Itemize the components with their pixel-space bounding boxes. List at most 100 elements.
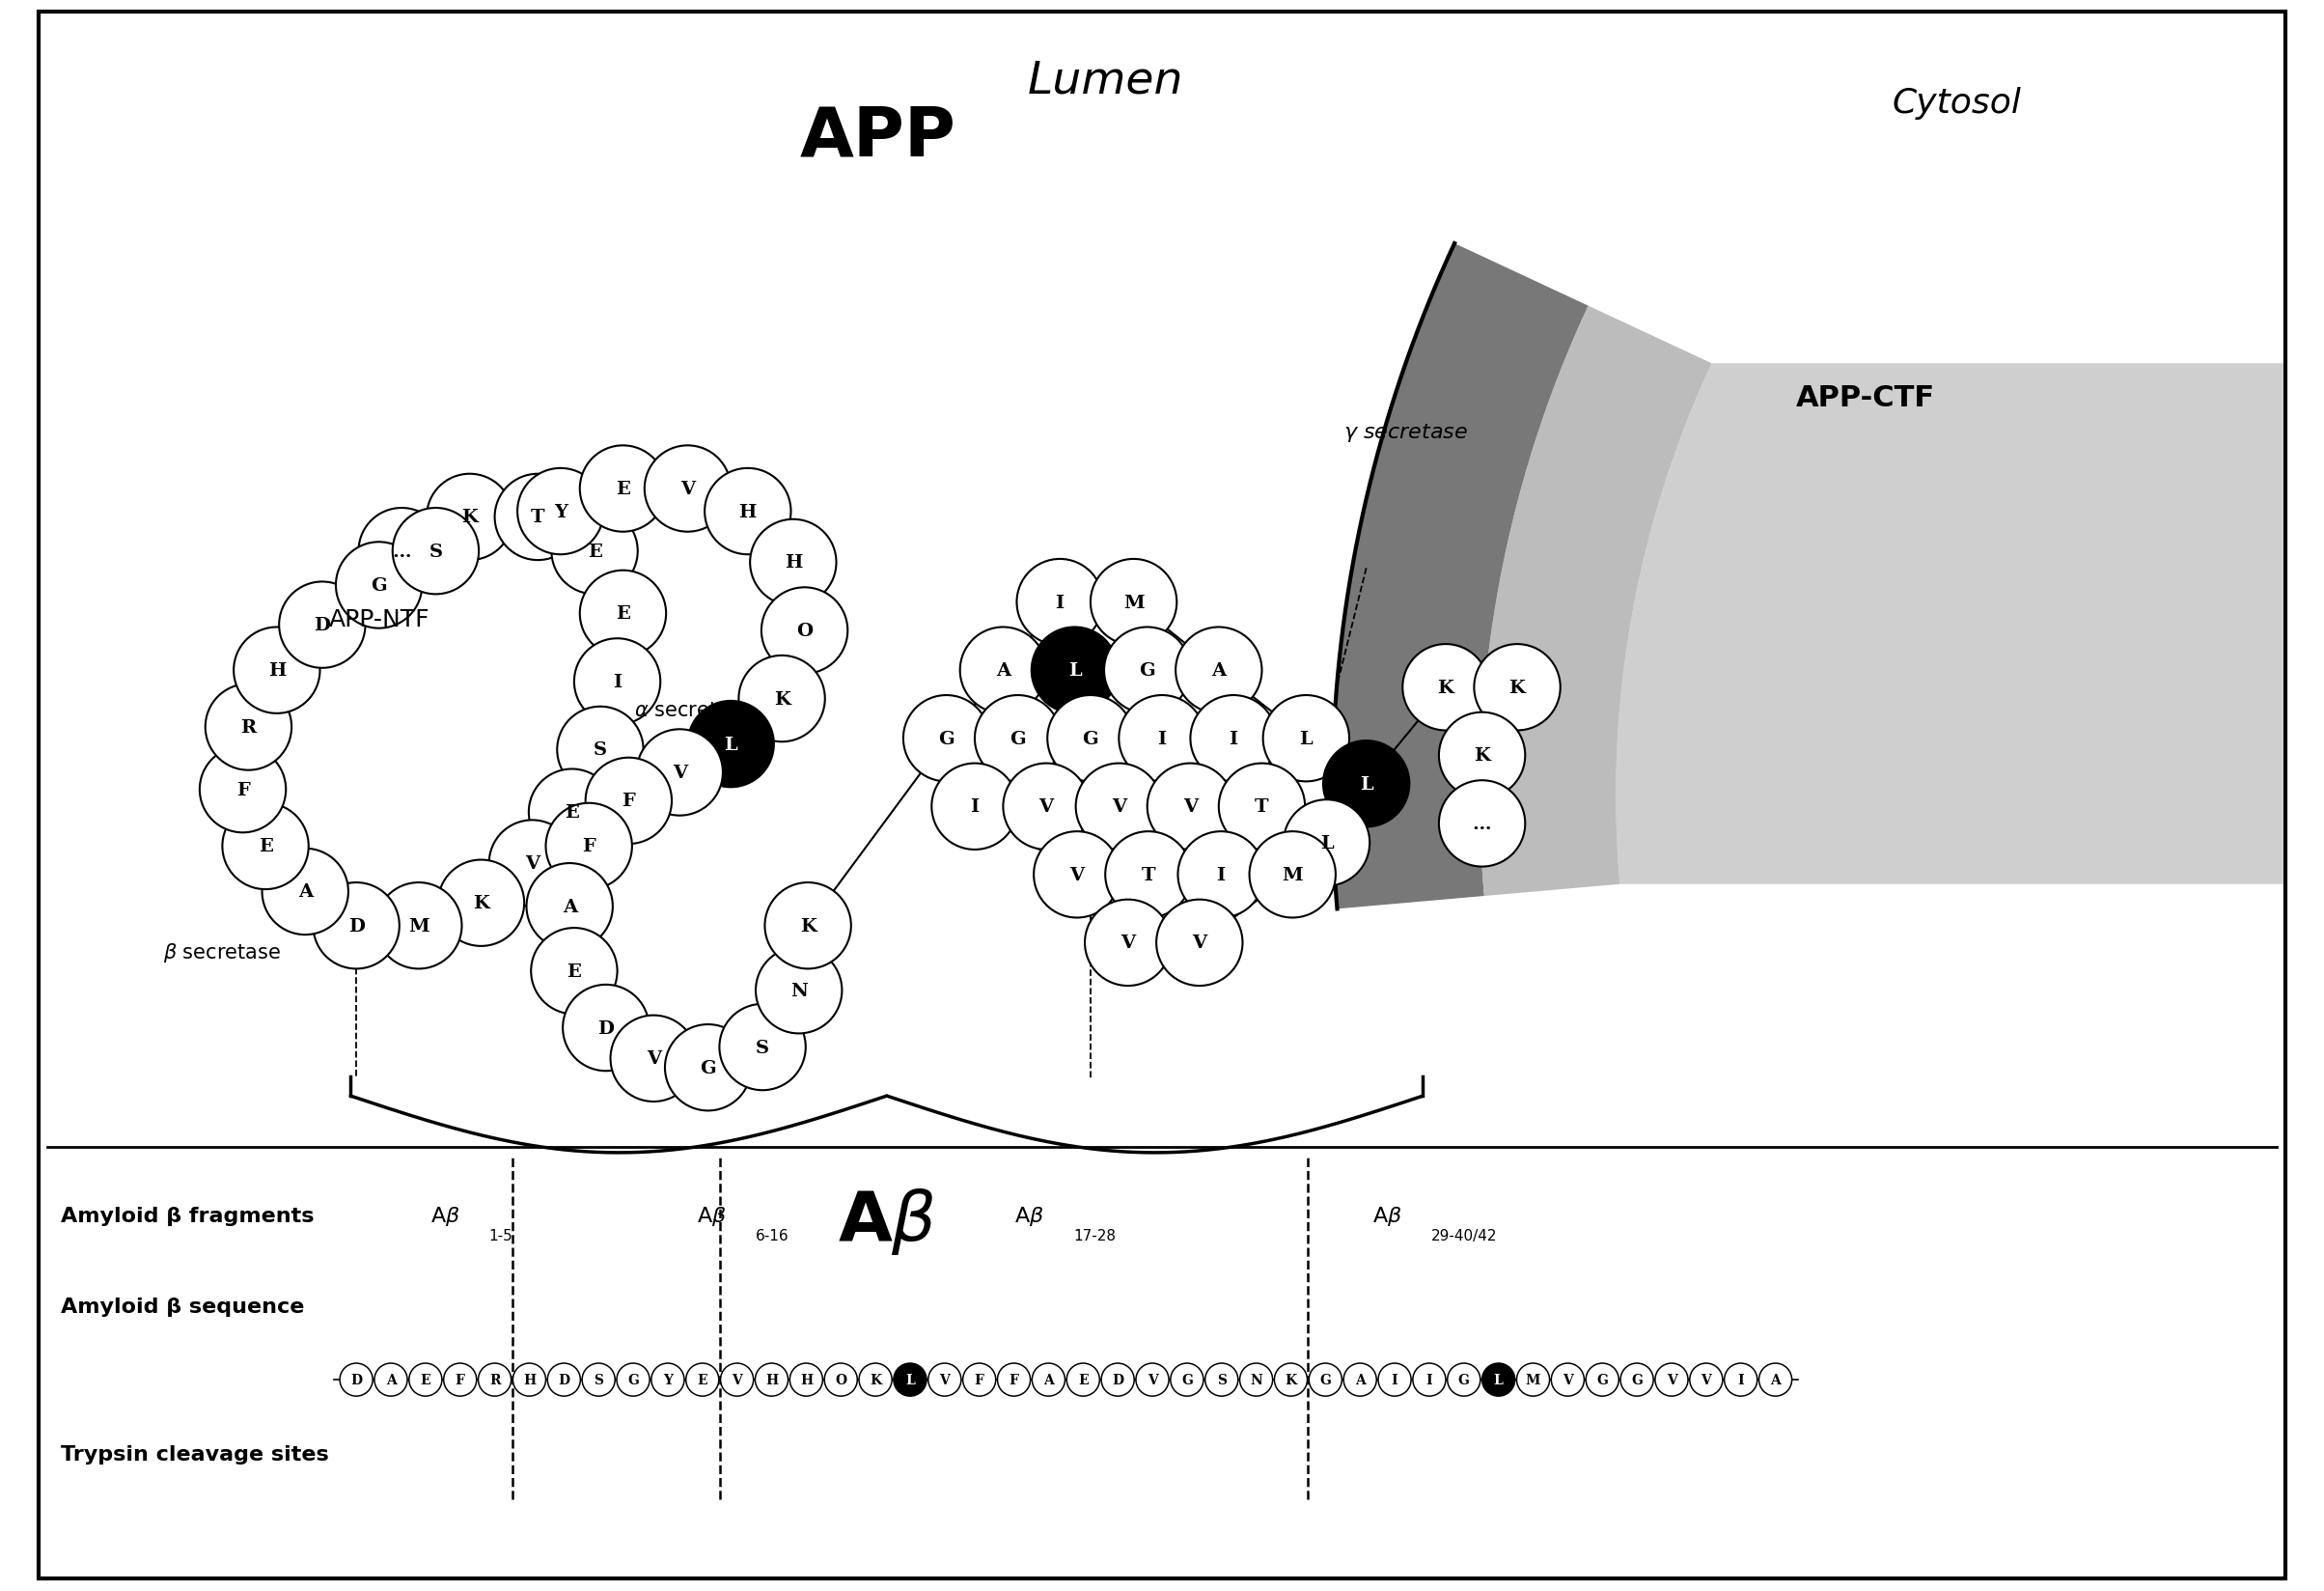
Text: S: S: [755, 1039, 769, 1056]
Circle shape: [960, 627, 1046, 714]
Text: V: V: [1666, 1373, 1676, 1386]
Circle shape: [895, 1363, 927, 1397]
Text: K: K: [462, 509, 479, 527]
Text: A$\beta$: A$\beta$: [697, 1204, 727, 1227]
Text: M: M: [1122, 593, 1143, 611]
Text: R: R: [488, 1373, 500, 1386]
Text: V: V: [672, 764, 688, 781]
Circle shape: [1655, 1363, 1687, 1397]
Circle shape: [755, 1363, 788, 1397]
Text: M: M: [1525, 1373, 1541, 1386]
Text: D: D: [349, 918, 365, 934]
Circle shape: [488, 821, 576, 907]
Text: A$\beta$: A$\beta$: [1371, 1204, 1401, 1227]
Text: V: V: [1120, 934, 1134, 951]
Circle shape: [825, 1363, 858, 1397]
Circle shape: [546, 803, 632, 889]
Circle shape: [1404, 644, 1490, 730]
Circle shape: [1090, 560, 1176, 646]
Text: V: V: [1183, 799, 1197, 816]
Circle shape: [790, 1363, 823, 1397]
Text: N: N: [1250, 1373, 1262, 1386]
Circle shape: [574, 640, 660, 725]
Circle shape: [205, 684, 290, 770]
Circle shape: [495, 474, 581, 560]
Text: L: L: [1360, 775, 1373, 792]
Polygon shape: [1332, 243, 1587, 908]
Text: APP-NTF: APP-NTF: [328, 608, 430, 632]
Text: A: A: [1043, 1373, 1053, 1386]
Circle shape: [1171, 1363, 1204, 1397]
Circle shape: [1308, 1363, 1341, 1397]
Text: G: G: [1011, 730, 1025, 748]
Text: Y: Y: [662, 1373, 672, 1386]
Circle shape: [611, 1015, 697, 1103]
Text: E: E: [421, 1373, 430, 1386]
Circle shape: [263, 850, 349, 936]
Circle shape: [548, 1363, 581, 1397]
Circle shape: [1148, 764, 1234, 850]
Circle shape: [530, 770, 616, 856]
Circle shape: [720, 1363, 753, 1397]
Text: E: E: [616, 480, 630, 498]
Circle shape: [1439, 713, 1525, 799]
Text: E: E: [1078, 1373, 1088, 1386]
Circle shape: [644, 445, 730, 533]
Circle shape: [518, 469, 604, 555]
Circle shape: [1724, 1363, 1757, 1397]
Text: A: A: [995, 662, 1011, 679]
Circle shape: [1274, 1363, 1308, 1397]
Text: S: S: [1218, 1373, 1227, 1386]
Text: A: A: [1211, 662, 1227, 679]
Circle shape: [1004, 764, 1090, 850]
Text: A$\beta$: A$\beta$: [1016, 1204, 1043, 1227]
Circle shape: [579, 445, 667, 533]
Text: R: R: [242, 719, 256, 737]
Circle shape: [665, 1025, 751, 1111]
Circle shape: [1118, 695, 1206, 781]
Text: D: D: [597, 1020, 614, 1037]
Text: D: D: [314, 617, 330, 633]
Circle shape: [762, 589, 848, 675]
Circle shape: [358, 509, 444, 595]
Text: N: N: [790, 982, 806, 999]
Circle shape: [1032, 627, 1118, 714]
Text: V: V: [732, 1373, 741, 1386]
Circle shape: [720, 1004, 806, 1090]
Circle shape: [376, 883, 462, 969]
Text: E: E: [258, 838, 272, 856]
Circle shape: [1620, 1363, 1652, 1397]
Text: A: A: [562, 897, 576, 915]
Text: K: K: [774, 690, 790, 708]
Circle shape: [1343, 1363, 1376, 1397]
Text: G: G: [1083, 730, 1099, 748]
Text: L: L: [725, 735, 737, 753]
Text: K: K: [1285, 1373, 1297, 1386]
Text: …: …: [393, 543, 411, 560]
Circle shape: [314, 883, 400, 969]
Text: G: G: [627, 1373, 639, 1386]
Text: 6-16: 6-16: [755, 1228, 790, 1243]
Circle shape: [437, 861, 525, 947]
Circle shape: [932, 764, 1018, 850]
Circle shape: [704, 469, 790, 555]
Circle shape: [637, 730, 723, 816]
Text: L: L: [1494, 1373, 1504, 1386]
Circle shape: [1518, 1363, 1550, 1397]
Text: A: A: [1355, 1373, 1364, 1386]
Polygon shape: [1615, 364, 2282, 885]
Circle shape: [997, 1363, 1030, 1397]
Circle shape: [1178, 832, 1264, 918]
Circle shape: [1378, 1363, 1411, 1397]
Circle shape: [688, 702, 774, 788]
Circle shape: [581, 1363, 616, 1397]
Text: L: L: [1069, 662, 1081, 679]
Text: H: H: [267, 662, 286, 679]
Text: G: G: [1181, 1373, 1192, 1386]
Circle shape: [751, 520, 837, 606]
Text: Amyloid β sequence: Amyloid β sequence: [60, 1297, 304, 1316]
Circle shape: [1034, 832, 1120, 918]
Text: F: F: [583, 838, 595, 856]
Circle shape: [1250, 832, 1336, 918]
Text: E: E: [567, 963, 581, 980]
